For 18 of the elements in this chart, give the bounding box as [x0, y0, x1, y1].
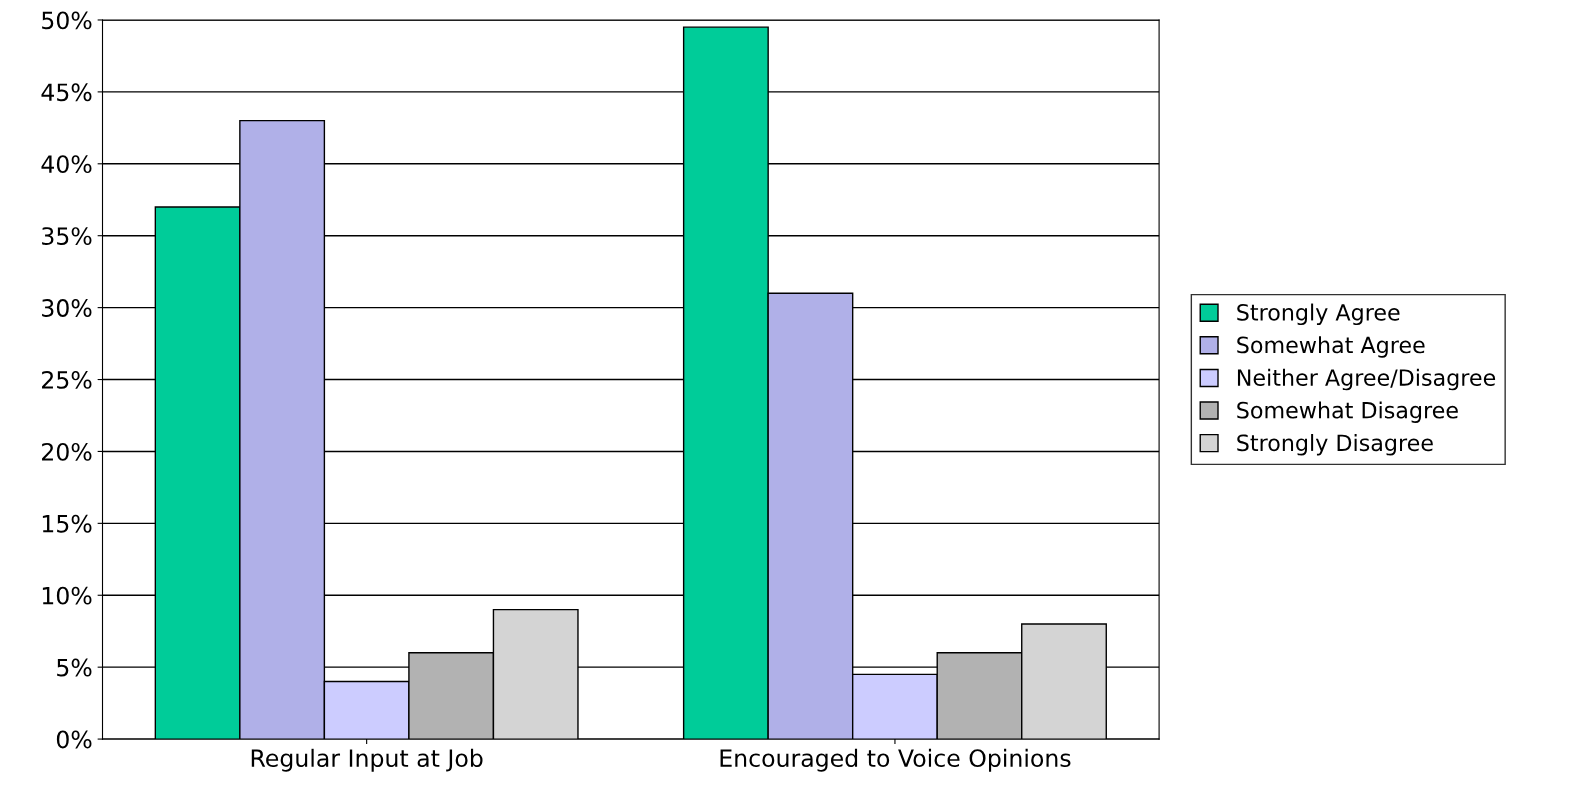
y-tick-label: 15% — [42, 514, 92, 533]
legend-label: Neither Agree/Disagree — [1237, 368, 1496, 391]
y-tick-label: 25% — [42, 370, 92, 389]
y-tick-label: 30% — [42, 299, 92, 317]
legend-label: Somewhat Agree — [1237, 336, 1425, 358]
y-tick-label: 0% — [56, 730, 92, 749]
y-tick-label: 40% — [41, 155, 92, 174]
y-tick-label: 20% — [42, 442, 92, 461]
y-tick-label: 35% — [42, 227, 92, 246]
legend-label: Strongly Agree — [1237, 303, 1400, 326]
legend-label: Strongly Disagree — [1237, 434, 1433, 456]
y-tick-label: 5% — [57, 658, 92, 677]
x-tick-label: Encouraged to Voice Opinions — [720, 748, 1071, 772]
y-tick-label: 45% — [41, 83, 92, 102]
y-tick-label: 50% — [42, 11, 92, 30]
legend-label: Somewhat Disagree — [1237, 401, 1458, 423]
y-tick-label: 10% — [42, 586, 92, 605]
x-tick-label: Regular Input at Job — [251, 748, 483, 772]
